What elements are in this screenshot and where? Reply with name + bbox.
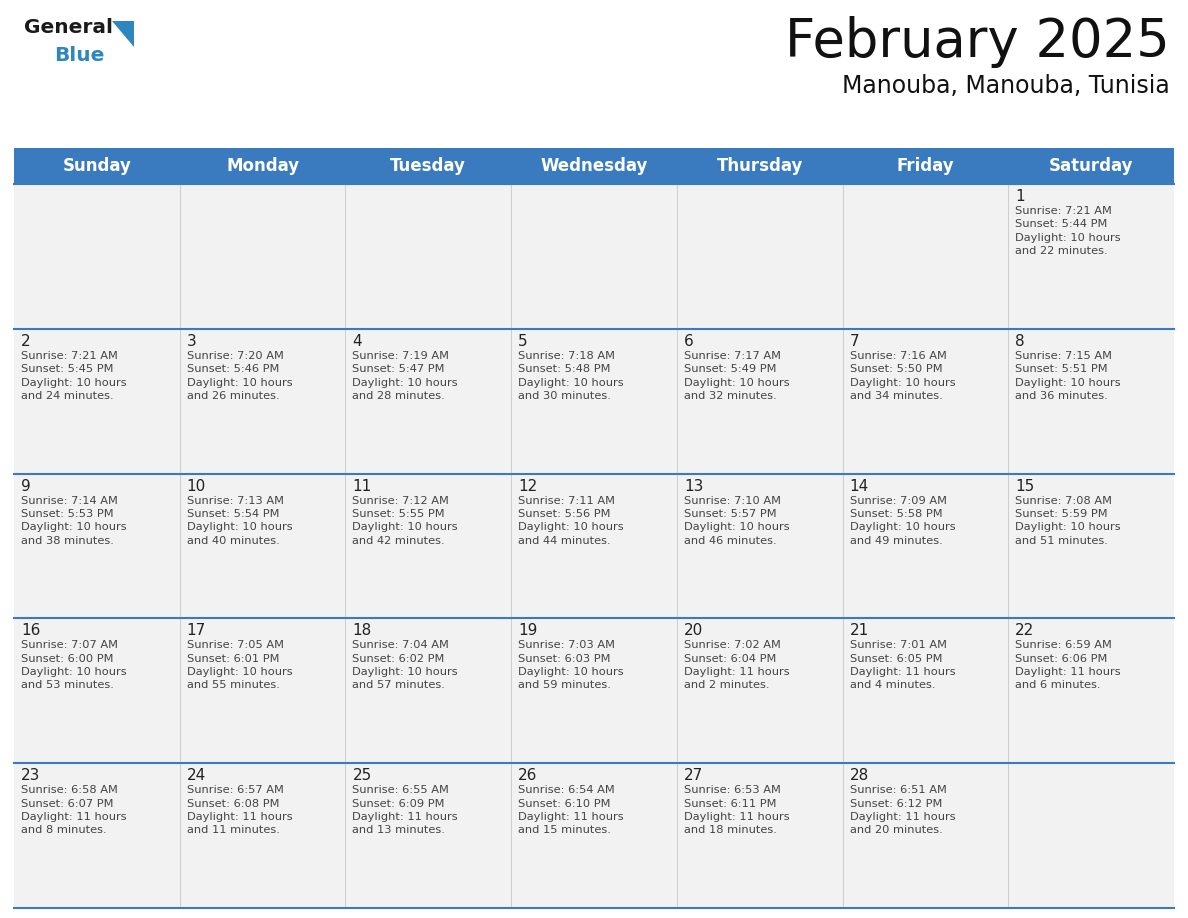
Text: Saturday: Saturday	[1049, 157, 1133, 175]
Text: Sunrise: 7:07 AM
Sunset: 6:00 PM
Daylight: 10 hours
and 53 minutes.: Sunrise: 7:07 AM Sunset: 6:00 PM Dayligh…	[21, 641, 127, 690]
Text: 23: 23	[21, 768, 40, 783]
Text: 28: 28	[849, 768, 868, 783]
Text: 7: 7	[849, 334, 859, 349]
Text: General: General	[24, 18, 113, 37]
Text: Thursday: Thursday	[716, 157, 803, 175]
Text: Sunrise: 7:04 AM
Sunset: 6:02 PM
Daylight: 10 hours
and 57 minutes.: Sunrise: 7:04 AM Sunset: 6:02 PM Dayligh…	[353, 641, 459, 690]
Text: Sunrise: 7:09 AM
Sunset: 5:58 PM
Daylight: 10 hours
and 49 minutes.: Sunrise: 7:09 AM Sunset: 5:58 PM Dayligh…	[849, 496, 955, 545]
Text: 20: 20	[684, 623, 703, 638]
Text: Wednesday: Wednesday	[541, 157, 647, 175]
Text: 5: 5	[518, 334, 527, 349]
Text: Tuesday: Tuesday	[391, 157, 466, 175]
Text: Sunrise: 6:58 AM
Sunset: 6:07 PM
Daylight: 11 hours
and 8 minutes.: Sunrise: 6:58 AM Sunset: 6:07 PM Dayligh…	[21, 785, 127, 835]
Text: 6: 6	[684, 334, 694, 349]
Text: February 2025: February 2025	[785, 16, 1170, 68]
Text: Sunrise: 6:57 AM
Sunset: 6:08 PM
Daylight: 11 hours
and 11 minutes.: Sunrise: 6:57 AM Sunset: 6:08 PM Dayligh…	[187, 785, 292, 835]
Text: Sunrise: 7:20 AM
Sunset: 5:46 PM
Daylight: 10 hours
and 26 minutes.: Sunrise: 7:20 AM Sunset: 5:46 PM Dayligh…	[187, 351, 292, 401]
Text: Sunrise: 7:03 AM
Sunset: 6:03 PM
Daylight: 10 hours
and 59 minutes.: Sunrise: 7:03 AM Sunset: 6:03 PM Dayligh…	[518, 641, 624, 690]
Bar	[14, 763, 1174, 908]
Text: 22: 22	[1016, 623, 1035, 638]
Text: 19: 19	[518, 623, 537, 638]
Text: 12: 12	[518, 478, 537, 494]
Text: Sunday: Sunday	[63, 157, 132, 175]
Text: Sunrise: 6:54 AM
Sunset: 6:10 PM
Daylight: 11 hours
and 15 minutes.: Sunrise: 6:54 AM Sunset: 6:10 PM Dayligh…	[518, 785, 624, 835]
Text: Sunrise: 7:13 AM
Sunset: 5:54 PM
Daylight: 10 hours
and 40 minutes.: Sunrise: 7:13 AM Sunset: 5:54 PM Dayligh…	[187, 496, 292, 545]
Text: 13: 13	[684, 478, 703, 494]
Text: Sunrise: 7:21 AM
Sunset: 5:44 PM
Daylight: 10 hours
and 22 minutes.: Sunrise: 7:21 AM Sunset: 5:44 PM Dayligh…	[1016, 206, 1121, 256]
Text: 26: 26	[518, 768, 537, 783]
Text: Sunrise: 7:15 AM
Sunset: 5:51 PM
Daylight: 10 hours
and 36 minutes.: Sunrise: 7:15 AM Sunset: 5:51 PM Dayligh…	[1016, 351, 1121, 401]
Text: Sunrise: 6:51 AM
Sunset: 6:12 PM
Daylight: 11 hours
and 20 minutes.: Sunrise: 6:51 AM Sunset: 6:12 PM Dayligh…	[849, 785, 955, 835]
Text: 27: 27	[684, 768, 703, 783]
Bar	[14, 184, 1174, 329]
Text: 15: 15	[1016, 478, 1035, 494]
Text: Sunrise: 7:01 AM
Sunset: 6:05 PM
Daylight: 11 hours
and 4 minutes.: Sunrise: 7:01 AM Sunset: 6:05 PM Dayligh…	[849, 641, 955, 690]
Text: Sunrise: 7:11 AM
Sunset: 5:56 PM
Daylight: 10 hours
and 44 minutes.: Sunrise: 7:11 AM Sunset: 5:56 PM Dayligh…	[518, 496, 624, 545]
Text: Sunrise: 7:21 AM
Sunset: 5:45 PM
Daylight: 10 hours
and 24 minutes.: Sunrise: 7:21 AM Sunset: 5:45 PM Dayligh…	[21, 351, 127, 401]
Text: Sunrise: 7:18 AM
Sunset: 5:48 PM
Daylight: 10 hours
and 30 minutes.: Sunrise: 7:18 AM Sunset: 5:48 PM Dayligh…	[518, 351, 624, 401]
Text: 18: 18	[353, 623, 372, 638]
Text: 14: 14	[849, 478, 868, 494]
Text: 1: 1	[1016, 189, 1025, 204]
Polygon shape	[112, 21, 134, 47]
Text: 10: 10	[187, 478, 206, 494]
Bar	[14, 329, 1174, 474]
Text: Monday: Monday	[226, 157, 299, 175]
Text: Sunrise: 7:12 AM
Sunset: 5:55 PM
Daylight: 10 hours
and 42 minutes.: Sunrise: 7:12 AM Sunset: 5:55 PM Dayligh…	[353, 496, 459, 545]
Text: Sunrise: 6:53 AM
Sunset: 6:11 PM
Daylight: 11 hours
and 18 minutes.: Sunrise: 6:53 AM Sunset: 6:11 PM Dayligh…	[684, 785, 790, 835]
Text: 2: 2	[21, 334, 31, 349]
Text: Blue: Blue	[53, 46, 105, 65]
Text: 9: 9	[21, 478, 31, 494]
Text: 21: 21	[849, 623, 868, 638]
Text: 3: 3	[187, 334, 196, 349]
Text: Friday: Friday	[897, 157, 954, 175]
Bar	[14, 619, 1174, 763]
Text: Sunrise: 7:05 AM
Sunset: 6:01 PM
Daylight: 10 hours
and 55 minutes.: Sunrise: 7:05 AM Sunset: 6:01 PM Dayligh…	[187, 641, 292, 690]
Bar	[14, 474, 1174, 619]
Text: Sunrise: 6:55 AM
Sunset: 6:09 PM
Daylight: 11 hours
and 13 minutes.: Sunrise: 6:55 AM Sunset: 6:09 PM Dayligh…	[353, 785, 459, 835]
Text: 11: 11	[353, 478, 372, 494]
Text: Sunrise: 7:02 AM
Sunset: 6:04 PM
Daylight: 11 hours
and 2 minutes.: Sunrise: 7:02 AM Sunset: 6:04 PM Dayligh…	[684, 641, 790, 690]
Text: 16: 16	[21, 623, 40, 638]
Text: Sunrise: 7:19 AM
Sunset: 5:47 PM
Daylight: 10 hours
and 28 minutes.: Sunrise: 7:19 AM Sunset: 5:47 PM Dayligh…	[353, 351, 459, 401]
Text: Manouba, Manouba, Tunisia: Manouba, Manouba, Tunisia	[842, 74, 1170, 98]
Bar	[14, 148, 1174, 184]
Text: Sunrise: 7:14 AM
Sunset: 5:53 PM
Daylight: 10 hours
and 38 minutes.: Sunrise: 7:14 AM Sunset: 5:53 PM Dayligh…	[21, 496, 127, 545]
Text: 4: 4	[353, 334, 362, 349]
Text: 25: 25	[353, 768, 372, 783]
Text: 17: 17	[187, 623, 206, 638]
Text: 24: 24	[187, 768, 206, 783]
Text: Sunrise: 7:08 AM
Sunset: 5:59 PM
Daylight: 10 hours
and 51 minutes.: Sunrise: 7:08 AM Sunset: 5:59 PM Dayligh…	[1016, 496, 1121, 545]
Text: Sunrise: 6:59 AM
Sunset: 6:06 PM
Daylight: 11 hours
and 6 minutes.: Sunrise: 6:59 AM Sunset: 6:06 PM Dayligh…	[1016, 641, 1121, 690]
Text: Sunrise: 7:16 AM
Sunset: 5:50 PM
Daylight: 10 hours
and 34 minutes.: Sunrise: 7:16 AM Sunset: 5:50 PM Dayligh…	[849, 351, 955, 401]
Text: 8: 8	[1016, 334, 1025, 349]
Text: Sunrise: 7:17 AM
Sunset: 5:49 PM
Daylight: 10 hours
and 32 minutes.: Sunrise: 7:17 AM Sunset: 5:49 PM Dayligh…	[684, 351, 790, 401]
Text: Sunrise: 7:10 AM
Sunset: 5:57 PM
Daylight: 10 hours
and 46 minutes.: Sunrise: 7:10 AM Sunset: 5:57 PM Dayligh…	[684, 496, 790, 545]
